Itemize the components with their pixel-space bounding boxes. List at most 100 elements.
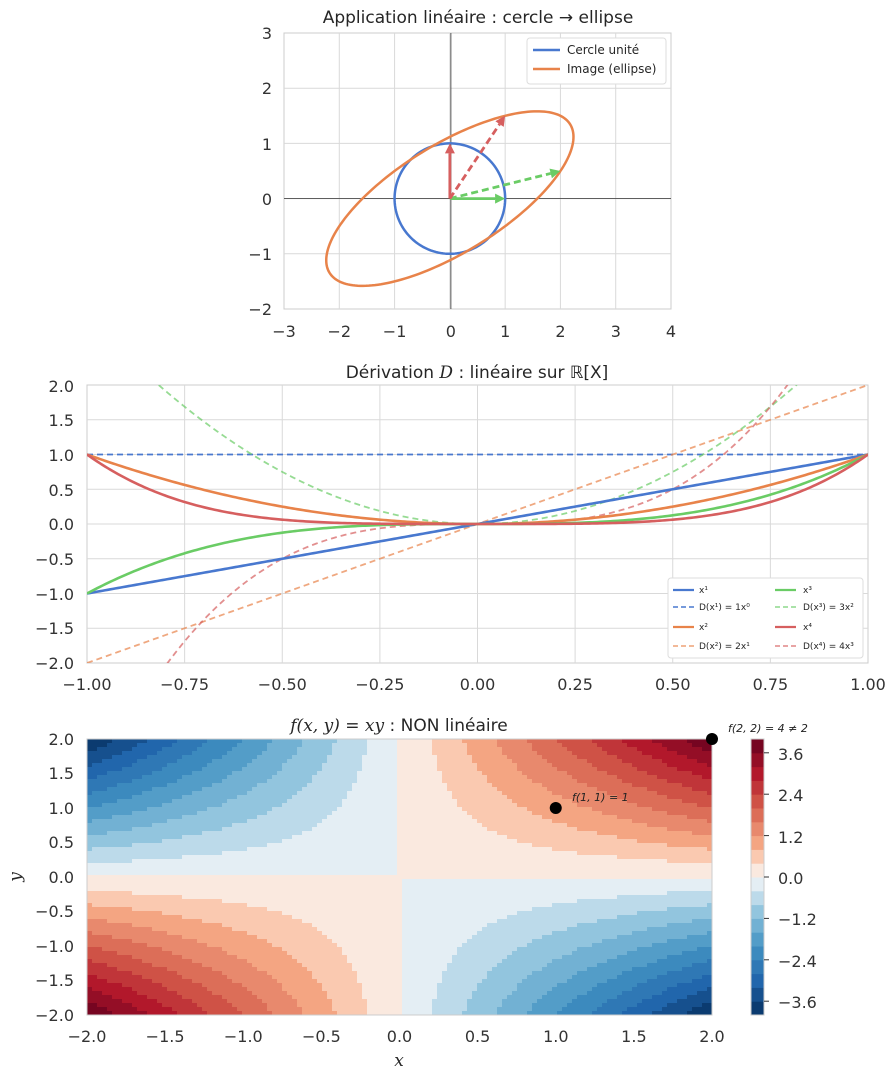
contour-cell [232, 803, 238, 808]
contour-cell [87, 1007, 93, 1012]
contour-cell [377, 851, 383, 856]
contour-cell [187, 743, 193, 748]
contour-cell [382, 995, 388, 1000]
contour-cell [332, 999, 338, 1004]
contour-cell [287, 919, 293, 924]
contour-cell [397, 815, 403, 820]
contour-cell [217, 811, 223, 816]
contour-cell [147, 827, 153, 832]
contour-cell [377, 875, 383, 880]
contour-cell [302, 839, 308, 844]
contour-cell [182, 911, 188, 916]
contour-cell [287, 939, 293, 944]
contour-cell [347, 919, 353, 924]
contour-cell [247, 919, 253, 924]
contour-cell [197, 951, 203, 956]
contour-cell [202, 1011, 208, 1015]
contour-cell [377, 815, 383, 820]
contour-cell [167, 775, 173, 780]
contour-cell [402, 1003, 408, 1008]
contour-cell [92, 971, 98, 976]
contour-cell [407, 747, 413, 752]
contour-cell [147, 803, 153, 808]
contour-cell [272, 743, 278, 748]
contour-cell [227, 971, 233, 976]
contour-cell [252, 831, 258, 836]
contour-cell [202, 955, 208, 960]
contour-cell [347, 763, 353, 768]
contour-cell [227, 843, 233, 848]
contour-cell [237, 847, 243, 852]
contour-cell [182, 963, 188, 968]
contour-cell [402, 935, 408, 940]
contour-cell [302, 807, 308, 812]
contour-cell [277, 927, 283, 932]
contour-cell [407, 759, 413, 764]
contour-cell [352, 955, 358, 960]
contour-cell [372, 859, 378, 864]
contour-cell [202, 967, 208, 972]
contour-cell [282, 847, 288, 852]
contour-cell [322, 755, 328, 760]
contour-cell [157, 895, 163, 900]
contour-cell [317, 795, 323, 800]
contour-cell [192, 1003, 198, 1008]
contour-cell [302, 987, 308, 992]
contour-cell [327, 795, 333, 800]
contour-cell [122, 935, 128, 940]
contour-cell [157, 763, 163, 768]
contour-cell [382, 779, 388, 784]
contour-cell [132, 815, 138, 820]
contour-cell [432, 759, 438, 764]
contour-cell [142, 1007, 148, 1012]
contour-cell [422, 919, 428, 924]
contour-cell [422, 807, 428, 812]
contour-cell [362, 787, 368, 792]
contour-cell [292, 863, 298, 868]
contour-cell [282, 843, 288, 848]
contour-cell [372, 975, 378, 980]
contour-cell [402, 775, 408, 780]
contour-cell [107, 815, 113, 820]
contour-cell [212, 987, 218, 992]
contour-cell [437, 775, 443, 780]
contour-cell [177, 899, 183, 904]
contour-cell [312, 899, 318, 904]
contour-cell [147, 755, 153, 760]
contour-cell [337, 983, 343, 988]
contour-cell [302, 739, 308, 744]
contour-cell [407, 787, 413, 792]
contour-cell [127, 767, 133, 772]
contour-cell [392, 815, 398, 820]
contour-cell [422, 983, 428, 988]
contour-cell [122, 799, 128, 804]
contour-cell [262, 871, 268, 876]
contour-cell [312, 959, 318, 964]
contour-cell [382, 871, 388, 876]
contour-cell [342, 747, 348, 752]
contour-cell [357, 791, 363, 796]
contour-cell [407, 743, 413, 748]
contour-cell [242, 927, 248, 932]
contour-cell [262, 951, 268, 956]
contour-cell [262, 1007, 268, 1012]
contour-cell [97, 963, 103, 968]
contour-cell [377, 947, 383, 952]
contour-cell [122, 895, 128, 900]
contour-cell [152, 755, 158, 760]
contour-cell [87, 835, 93, 840]
contour-cell [157, 783, 163, 788]
contour-cell [127, 899, 133, 904]
contour-cell [437, 859, 443, 864]
contour-cell [222, 939, 228, 944]
contour-cell [117, 995, 123, 1000]
contour-cell [267, 767, 273, 772]
contour-cell [132, 1007, 138, 1012]
contour-cell [387, 947, 393, 952]
contour-cell [252, 903, 258, 908]
contour-cell [252, 835, 258, 840]
contour-cell [257, 971, 263, 976]
contour-cell [292, 979, 298, 984]
contour-cell [182, 959, 188, 964]
contour-cell [197, 883, 203, 888]
